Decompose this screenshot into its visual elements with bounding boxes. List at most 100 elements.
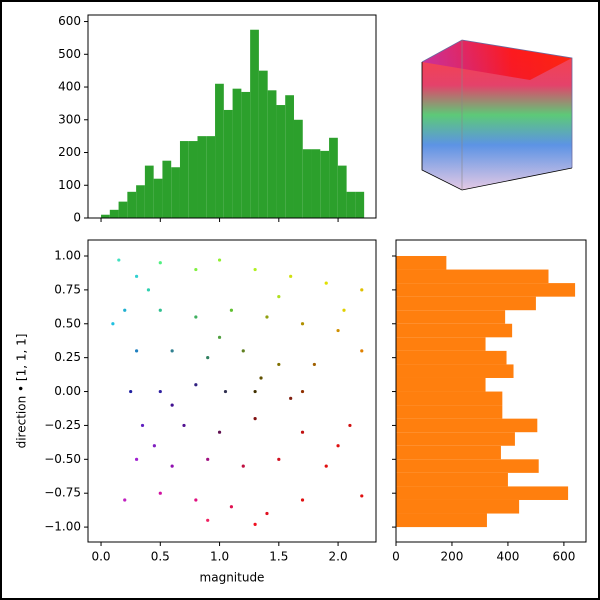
point: [229, 308, 234, 312]
point: [206, 356, 210, 360]
point: [312, 362, 316, 367]
point: [289, 274, 293, 278]
point: [134, 457, 139, 461]
point: [300, 498, 305, 502]
point: [241, 349, 245, 353]
bar: [118, 201, 128, 218]
point: [217, 258, 222, 262]
y-axis-label: direction • [1, 1, 1]: [15, 334, 29, 449]
point: [360, 349, 364, 353]
point: [253, 389, 257, 394]
point: [134, 349, 139, 353]
y-tick-label: 0: [73, 211, 81, 225]
y-tick-label: −1.00: [44, 520, 81, 534]
bar: [396, 269, 549, 284]
y-tick-label: 0.00: [54, 384, 81, 398]
bar: [162, 160, 172, 218]
x-tick-label: 0: [392, 550, 400, 564]
bar: [396, 377, 486, 392]
x-tick-label: 400: [496, 550, 519, 564]
cube-top: [422, 40, 572, 80]
bar: [396, 486, 569, 500]
point: [241, 464, 245, 468]
point: [140, 423, 145, 428]
point: [277, 457, 281, 461]
axes-frame: [87, 14, 377, 219]
point: [152, 444, 156, 448]
bar: [337, 165, 347, 218]
bar: [396, 323, 513, 338]
point: [253, 522, 257, 526]
bar: [276, 105, 286, 218]
x-tick-label: 1.0: [210, 550, 229, 564]
point: [265, 511, 269, 516]
point: [253, 267, 257, 272]
y-tick-label: 0.25: [54, 350, 81, 364]
cube-edge: [421, 39, 573, 168]
bar: [109, 209, 119, 218]
bar: [396, 255, 447, 270]
point: [182, 423, 186, 428]
bar: [396, 459, 539, 473]
cube-axis: [421, 62, 573, 191]
point: [170, 403, 174, 407]
y-tick-label: −0.75: [44, 486, 81, 500]
point: [342, 308, 346, 312]
bar: [144, 165, 154, 218]
point: [336, 444, 340, 448]
y-tick-label: 300: [58, 112, 81, 126]
x-axis-label: magnitude: [200, 571, 265, 585]
bar: [396, 418, 538, 433]
point: [265, 315, 269, 319]
point: [194, 383, 198, 387]
point: [146, 288, 151, 292]
point: [158, 491, 162, 495]
point: [253, 417, 257, 421]
bar: [285, 95, 294, 218]
bar: [329, 137, 338, 218]
bar: [396, 472, 508, 487]
point: [206, 518, 210, 522]
point: [360, 494, 364, 498]
bar: [241, 91, 251, 218]
y-tick-label: 600: [58, 14, 81, 28]
y-tick-label: 100: [58, 178, 81, 192]
bar: [396, 296, 536, 311]
point: [194, 267, 198, 272]
point: [217, 335, 222, 339]
point: [117, 258, 121, 262]
point: [277, 295, 281, 299]
point: [129, 389, 133, 394]
bar: [250, 29, 259, 218]
point: [111, 322, 115, 326]
y-tick-label: 1.00: [54, 248, 81, 262]
point: [194, 315, 198, 319]
bar: [188, 141, 198, 218]
point: [348, 423, 352, 428]
point: [300, 322, 305, 326]
point: [300, 430, 305, 434]
point: [300, 389, 305, 394]
bar: [127, 191, 137, 218]
point: [324, 281, 328, 285]
bar: [396, 364, 514, 378]
x-tick-label: 600: [552, 550, 575, 564]
point: [134, 274, 139, 278]
point: [324, 464, 328, 468]
bar: [355, 191, 365, 218]
bar: [396, 337, 486, 351]
bar: [320, 150, 330, 218]
bar: [223, 109, 233, 218]
bar: [396, 405, 503, 419]
axes-frame: [87, 239, 377, 543]
point: [170, 349, 174, 353]
point: [229, 505, 234, 509]
x-tick-label: 0.0: [91, 550, 110, 564]
x-tick-label: 2.0: [329, 550, 348, 564]
point: [277, 362, 281, 367]
point: [223, 389, 228, 394]
cube-3d: [421, 39, 573, 191]
x-tick-label: 0.5: [151, 550, 170, 564]
point: [158, 389, 162, 394]
